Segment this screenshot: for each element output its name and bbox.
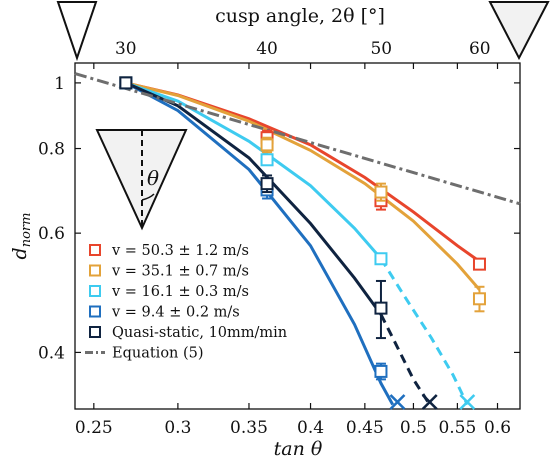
- inset-theta-label: θ: [147, 166, 159, 190]
- extrapolated-fit-series-2: [379, 257, 469, 406]
- data-point-series-4: [119, 76, 133, 90]
- fit-line-series-2: [125, 81, 383, 260]
- legend-entry-label: v = 9.4 ± 0.2 m/s: [111, 305, 240, 321]
- angle-arc: [141, 193, 155, 201]
- data-point-series-3: [374, 364, 388, 378]
- equation-line: [74, 72, 521, 206]
- x-tick-label: 0.35: [230, 418, 268, 438]
- legend-marker: [89, 264, 101, 277]
- fit-line-series-1: [125, 81, 481, 291]
- x-tick-label: 0.3: [164, 418, 191, 438]
- extrapolated-fit-series-4: [379, 313, 431, 406]
- left-ticks: 0.4 0.6 0.8 1: [38, 74, 520, 363]
- fit-lines: [74, 72, 521, 406]
- svg-text:dnorm: dnorm: [9, 213, 34, 260]
- fit-line-series-3: [125, 81, 395, 406]
- data-point-series-0: [472, 257, 486, 271]
- y-tick-label: 1: [54, 74, 65, 94]
- y-tick-label: 0.8: [38, 140, 65, 160]
- legend-marker: [89, 285, 101, 297]
- failure-x-mark: [389, 394, 406, 410]
- failure-x-mark: [421, 394, 438, 410]
- y-tick-label: 0.6: [38, 224, 65, 244]
- data-point-series-2: [260, 153, 274, 167]
- y-tick-label: 0.4: [38, 343, 65, 363]
- data-point-series-2: [374, 252, 388, 266]
- x-tick-label: 0.45: [346, 418, 384, 438]
- data-point-series-4: [260, 177, 274, 191]
- top-tick-label: 60: [469, 39, 491, 59]
- failure-x-mark: [459, 394, 476, 410]
- legend-entry-label: Quasi-static, 10mm/min: [112, 325, 287, 341]
- x-axis-label: tan θ: [274, 438, 323, 460]
- fit-line-series-4: [125, 81, 383, 316]
- legend-marker: [89, 305, 101, 318]
- legend-entry-label: v = 50.3 ± 1.2 m/s: [111, 243, 249, 259]
- top-tick-label: 30: [115, 39, 137, 59]
- top-tick-label: 50: [370, 39, 392, 59]
- y-axis-label: dnorm: [9, 213, 34, 260]
- failure-marks: [389, 394, 476, 410]
- legend: v = 50.3 ± 1.2 m/s v = 35.1 ± 0.7 m/s v = …: [85, 243, 287, 362]
- top-ticks: 30 40 50 60: [115, 39, 491, 59]
- x-tick-label: 0.5: [400, 418, 427, 438]
- top-tick-label: 40: [256, 39, 278, 59]
- y-axis-label-sub: norm: [19, 213, 34, 248]
- legend-marker: [89, 244, 101, 256]
- legend-entry-label: Equation (5): [112, 346, 204, 362]
- x-tick-label: 0.4: [297, 418, 324, 438]
- top-axis-title: cusp angle, 2θ [°]: [215, 5, 385, 27]
- legend-entry-label: v = 16.1 ± 0.3 m/s: [111, 284, 249, 300]
- narrow-cusp-icon: [56, 1, 98, 62]
- data-points: [119, 76, 486, 381]
- x-tick-label: 0.6: [484, 418, 511, 438]
- legend-marker: [89, 326, 101, 338]
- y-axis-label-main: d: [9, 247, 31, 259]
- plot-frame: [74, 62, 521, 410]
- x-tick-label: 0.55: [438, 418, 476, 438]
- data-point-series-1: [374, 185, 388, 199]
- data-point-series-1: [260, 138, 274, 152]
- data-point-series-4: [374, 301, 388, 315]
- wide-cusp-icon: [488, 1, 550, 61]
- legend-entry-label: v = 35.1 ± 0.7 m/s: [111, 264, 249, 280]
- bottom-ticks: 0.25 0.3 0.35 0.4 0.45 0.5 0.55 0.6: [75, 63, 511, 438]
- cone-inset: θ: [95, 129, 188, 231]
- data-point-series-1: [472, 292, 486, 306]
- x-tick-label: 0.25: [75, 418, 113, 438]
